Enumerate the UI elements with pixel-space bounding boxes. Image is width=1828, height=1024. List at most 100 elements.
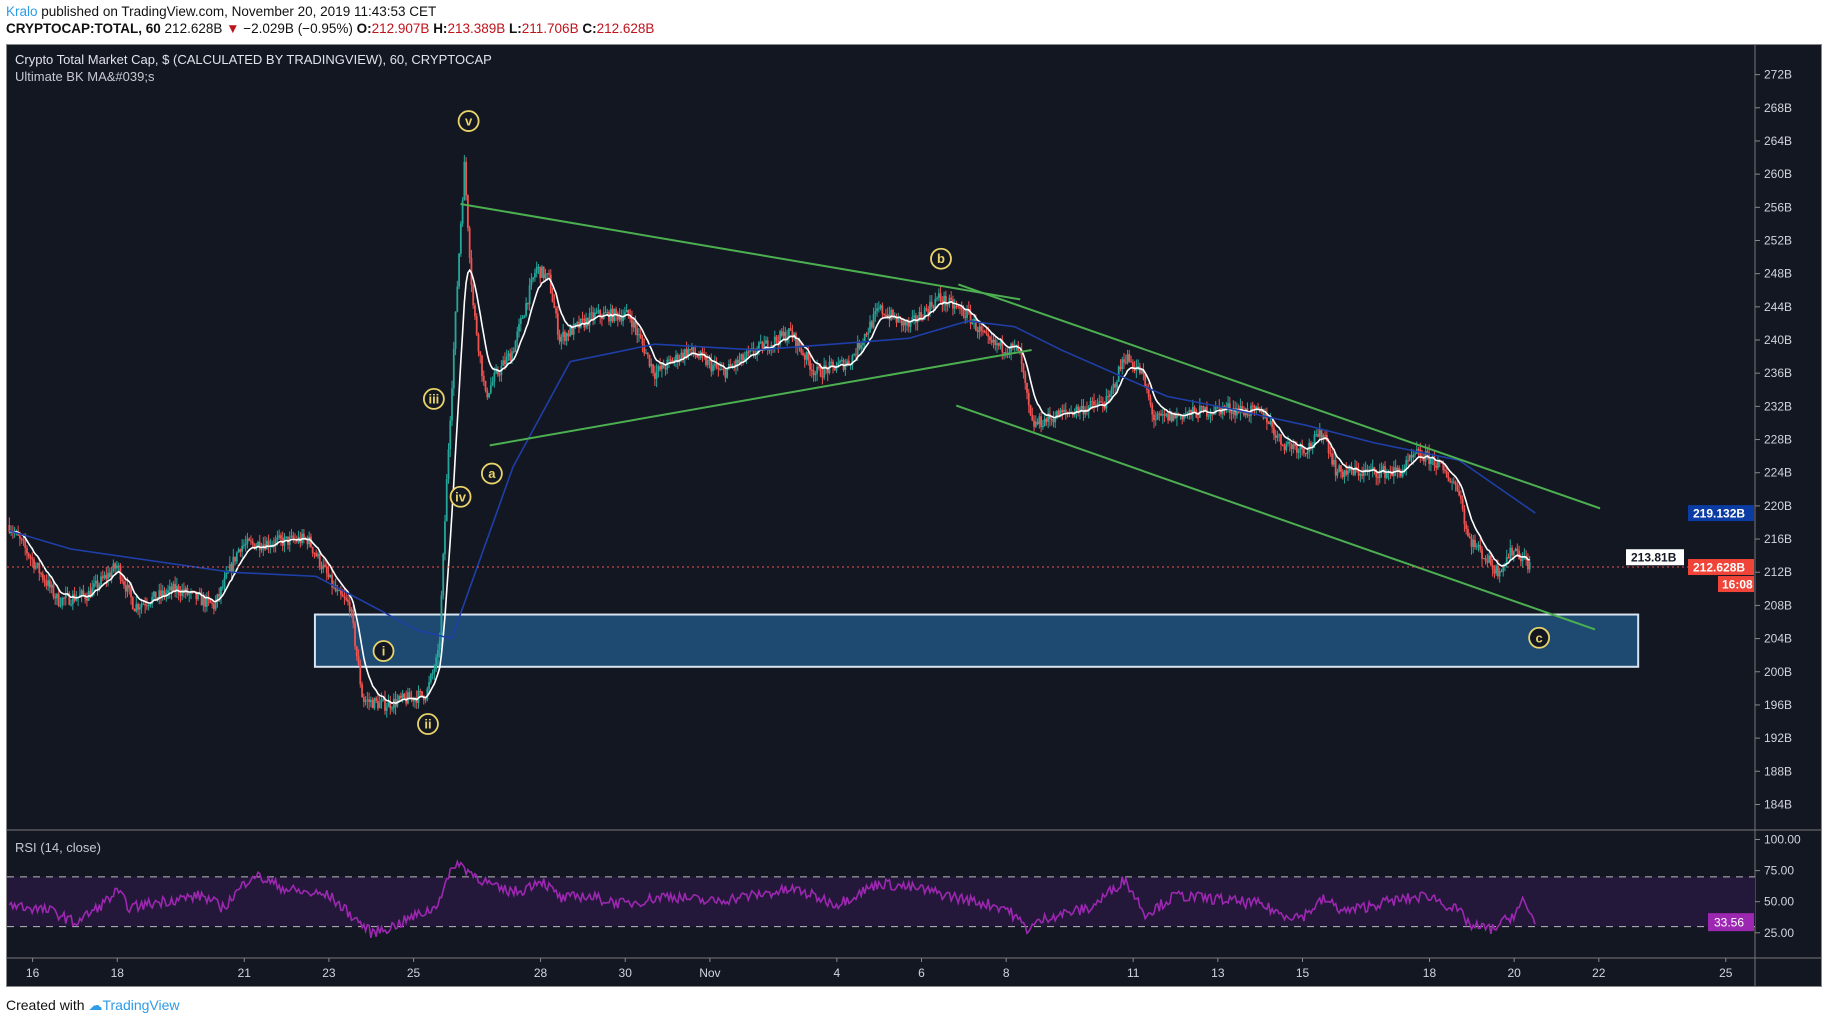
candle-up: [569, 327, 572, 337]
down-arrow-icon: ▼: [226, 21, 240, 36]
candle-down: [1320, 428, 1323, 440]
candle-down: [341, 594, 344, 597]
candle-up: [265, 540, 268, 550]
candle-up: [1378, 470, 1381, 479]
candle-down: [251, 541, 254, 544]
candle-down: [1489, 555, 1492, 566]
candle-up: [1079, 408, 1081, 413]
candle-up: [530, 279, 533, 286]
trendline: [489, 348, 1032, 447]
candle-up: [440, 595, 443, 641]
candle-down: [870, 321, 873, 328]
candle-up: [645, 352, 647, 354]
wave-label-text: iii: [428, 391, 439, 406]
candle-up: [1405, 460, 1408, 469]
candle-down: [802, 352, 804, 355]
candle-up: [140, 604, 143, 608]
candle-down: [664, 368, 667, 370]
candle-up: [1380, 469, 1383, 471]
candle-down: [549, 274, 552, 294]
candle-up: [507, 353, 510, 357]
candle-up: [765, 340, 767, 344]
close-value: 212.628B: [596, 21, 655, 36]
candle-down: [1253, 405, 1256, 410]
candle-down: [1519, 558, 1522, 562]
candle-up: [779, 331, 781, 345]
candle-up: [56, 593, 58, 599]
candle-down: [1022, 363, 1025, 374]
candle-down: [1031, 414, 1034, 421]
candle-down: [892, 309, 894, 318]
wave-label-circle: [480, 462, 503, 485]
candle-up: [1306, 452, 1309, 454]
time-tick-label: 30: [619, 966, 633, 980]
candle-up: [444, 521, 446, 555]
candle-down: [1341, 471, 1344, 478]
candle-down: [306, 538, 309, 545]
author-link[interactable]: Kralo: [6, 4, 38, 19]
candle-down: [26, 547, 28, 554]
candle-up: [593, 312, 596, 319]
candle-down: [1345, 470, 1348, 475]
candle-down: [784, 332, 787, 342]
candle-up: [1477, 544, 1480, 547]
candle-up: [1008, 351, 1011, 353]
candle-up: [846, 360, 848, 365]
candle-down: [160, 590, 162, 597]
candle-up: [675, 354, 677, 360]
candle-up: [877, 308, 880, 310]
candle-up: [872, 313, 875, 328]
candle-up: [758, 342, 760, 349]
candle-up: [426, 688, 429, 700]
candle-down: [211, 603, 214, 605]
candle-down: [578, 321, 580, 328]
candle-up: [1232, 408, 1235, 414]
candle-down: [1486, 560, 1489, 563]
candle-up: [329, 574, 332, 578]
candle-up: [1509, 547, 1512, 559]
candle-down: [974, 319, 977, 331]
candle-down: [1241, 406, 1244, 412]
candle-down: [324, 564, 326, 567]
candle-down: [1419, 449, 1422, 458]
candle-up: [759, 341, 762, 343]
candle-down: [1440, 461, 1443, 464]
candle-down: [599, 310, 602, 317]
candle-up: [622, 316, 625, 322]
candle-up: [1362, 469, 1365, 476]
candle-down: [121, 579, 124, 582]
candle-up: [1285, 443, 1288, 451]
candle-up: [787, 328, 790, 338]
candle-down: [964, 316, 967, 318]
candle-down: [1130, 361, 1132, 363]
candle-up: [560, 336, 563, 342]
candle-up: [518, 324, 520, 332]
candle-down: [1449, 481, 1452, 483]
candle-up: [1050, 418, 1053, 420]
candle-down: [1033, 420, 1035, 427]
candle-down: [1158, 413, 1161, 415]
wave-label-circle: [457, 110, 480, 132]
candle-down: [542, 266, 545, 279]
countdown-badge-bg: [1718, 576, 1754, 593]
candle-up: [168, 586, 171, 591]
candle-down: [766, 340, 769, 351]
candle-down: [200, 593, 203, 606]
candle-up: [278, 535, 281, 538]
candle-up: [973, 319, 975, 322]
candle-down: [1288, 442, 1291, 444]
candle-down: [1248, 415, 1251, 417]
candle-down: [96, 580, 99, 589]
candle-up: [618, 316, 621, 320]
candle-up: [220, 587, 222, 597]
candle-down: [1465, 524, 1468, 529]
time-tick-label: 16: [26, 966, 40, 980]
candle-up: [153, 591, 155, 597]
candle-down: [20, 538, 23, 540]
candle-up: [1514, 548, 1517, 552]
tradingview-link[interactable]: TradingView: [102, 997, 180, 1013]
candle-down: [1511, 547, 1513, 556]
candle-up: [1276, 435, 1279, 438]
candle-up: [1043, 418, 1046, 427]
